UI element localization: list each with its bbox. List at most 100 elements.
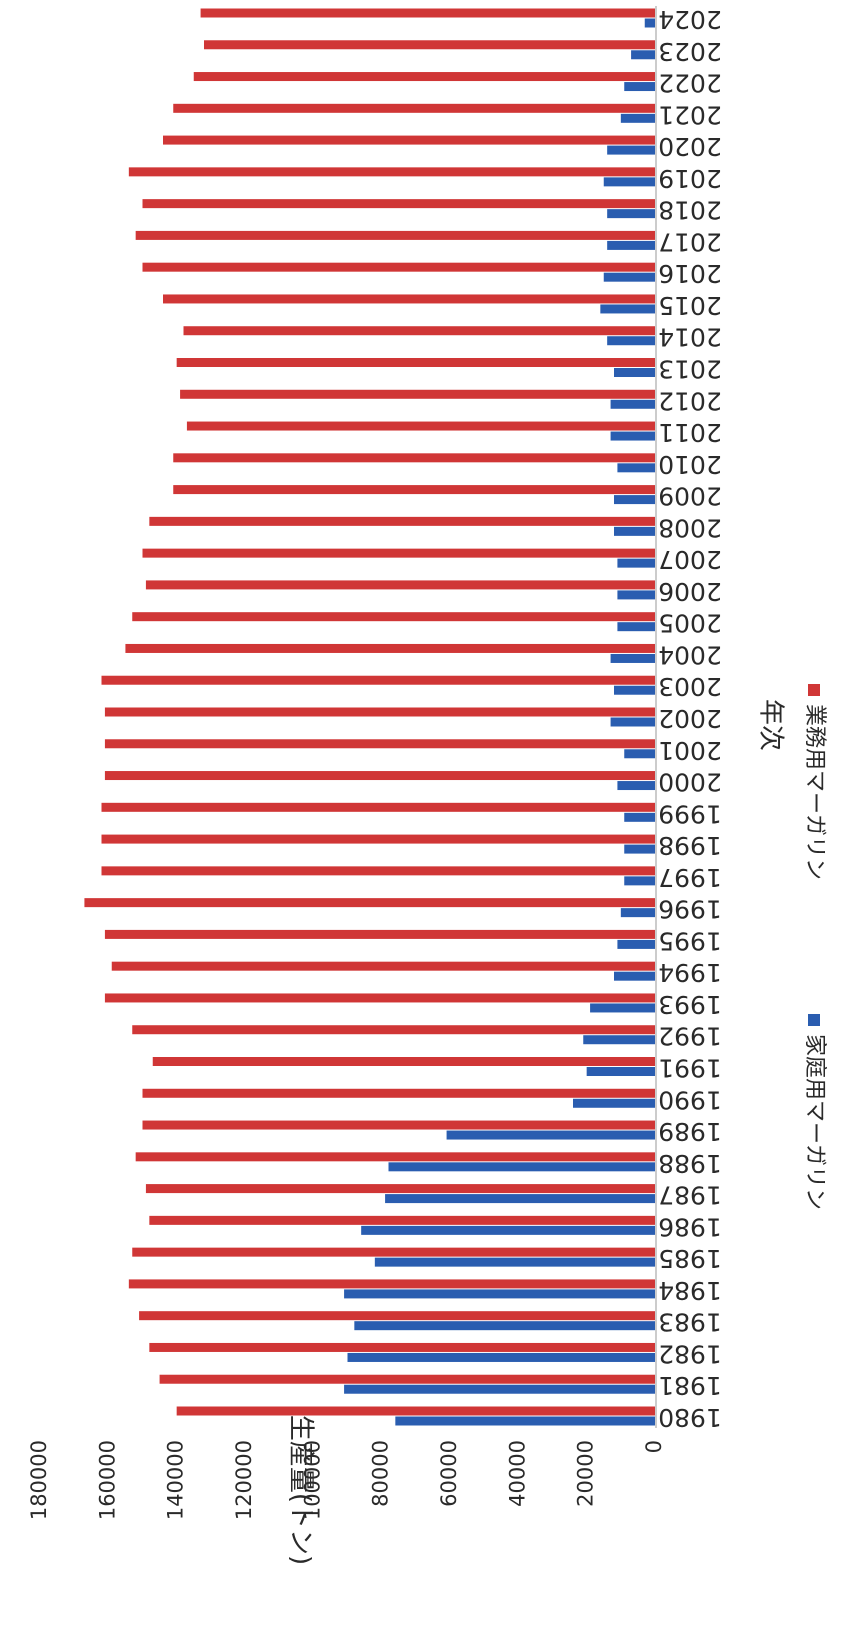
- category-label: 1988: [658, 1149, 722, 1178]
- category-label: 1987: [658, 1181, 722, 1210]
- category-label-group: 1986: [658, 1212, 722, 1241]
- category-label-group: 2009: [658, 482, 722, 511]
- value-tick-group: 20000: [574, 1440, 598, 1507]
- category-label-group: 2002: [658, 704, 722, 733]
- category-label: 2019: [658, 164, 722, 193]
- bar-gyomu-1988: [135, 1152, 655, 1162]
- category-label-group: 1988: [658, 1149, 722, 1178]
- category-label-group: 1980: [658, 1403, 722, 1432]
- category-label-group: 1981: [658, 1371, 722, 1400]
- category-label-group: 2022: [658, 69, 722, 98]
- x-tick-labels: 1980198119821983198419851986198719881989…: [658, 5, 722, 1432]
- category-label-group: 2023: [658, 37, 722, 66]
- bar-katei-2015: [600, 304, 655, 314]
- category-label: 2009: [658, 482, 722, 511]
- bar-gyomu-1985: [132, 1247, 655, 1257]
- category-label-group: 1999: [658, 799, 722, 828]
- category-label: 2008: [658, 513, 722, 542]
- category-label: 2018: [658, 196, 722, 225]
- category-label: 1998: [658, 831, 722, 860]
- category-label: 2023: [658, 37, 722, 66]
- y-tick-labels: 0 20000 40000 60000 80000 100000 120000 140000 1…: [27, 1440, 666, 1520]
- bar-gyomu-1997: [101, 866, 655, 876]
- value-tick-label: 80000: [369, 1440, 393, 1507]
- category-label: 2006: [658, 577, 722, 606]
- value-tick-label: 140000: [164, 1440, 188, 1520]
- category-label-group: 1989: [658, 1117, 722, 1146]
- legend-swatch-gyomu: [808, 684, 820, 696]
- bar-gyomu-2000: [104, 771, 655, 781]
- category-label-group: 1993: [658, 990, 722, 1019]
- bar-gyomu-1989: [142, 1120, 655, 1130]
- bar-katei-2006: [617, 590, 655, 600]
- bar-gyomu-1983: [139, 1311, 656, 1321]
- category-label-group: 2007: [658, 545, 722, 574]
- category-label-group: 2005: [658, 609, 722, 638]
- bar-katei-1990: [573, 1098, 655, 1108]
- bar-gyomu-2008: [149, 516, 656, 526]
- bar-katei-2021: [620, 113, 655, 123]
- value-tick-group: 100000: [300, 1440, 324, 1520]
- value-tick-label: 120000: [232, 1440, 256, 1520]
- value-tick-group: 80000: [369, 1440, 393, 1507]
- bar-katei-1997: [624, 876, 655, 886]
- category-label-group: 1987: [658, 1181, 722, 1210]
- bar-katei-1986: [361, 1225, 655, 1235]
- bar-gyomu-2007: [142, 548, 655, 558]
- category-label: 2003: [658, 672, 722, 701]
- legend-item-gyomu: 業務用マーガリン: [802, 684, 827, 880]
- category-label-group: 2015: [658, 291, 722, 320]
- category-label-group: 2013: [658, 355, 722, 384]
- category-label: 1981: [658, 1371, 722, 1400]
- x-axis-title-group: 年次: [756, 699, 786, 751]
- bar-katei-2000: [617, 781, 655, 791]
- category-label: 2002: [658, 704, 722, 733]
- value-tick-group: 180000: [27, 1440, 51, 1520]
- bar-katei-2017: [607, 240, 655, 250]
- value-tick-group: 140000: [164, 1440, 188, 1520]
- value-tick-label: 40000: [505, 1440, 529, 1507]
- category-label: 2013: [658, 355, 722, 384]
- category-label-group: 1998: [658, 831, 722, 860]
- category-label: 1982: [658, 1339, 722, 1368]
- bar-katei-1989: [446, 1130, 655, 1140]
- bar-katei-1981: [344, 1384, 655, 1394]
- bar-katei-2002: [610, 717, 655, 727]
- y-axis-title-group: 生産量(トン): [286, 1415, 316, 1565]
- bar-gyomu-2022: [193, 72, 655, 82]
- category-label: 1994: [658, 958, 722, 987]
- bar-katei-2001: [624, 749, 655, 759]
- legend-label-katei: 家庭用マーガリン: [802, 1034, 827, 1210]
- category-label: 2022: [658, 69, 722, 98]
- category-label-group: 2014: [658, 323, 722, 352]
- bar-katei-2018: [607, 209, 655, 219]
- category-label: 2015: [658, 291, 722, 320]
- bar-katei-2007: [617, 558, 655, 568]
- bar-gyomu-2020: [163, 135, 655, 145]
- legend-text-group: 業務用マーガリン: [802, 704, 827, 880]
- bar-katei-2005: [617, 622, 655, 632]
- bar-gyomu-2005: [132, 612, 655, 622]
- bar-katei-1999: [624, 812, 655, 822]
- value-tick-label: 20000: [574, 1440, 598, 1507]
- category-label-group: 2010: [658, 450, 722, 479]
- category-label: 1990: [658, 1085, 722, 1114]
- category-label: 2014: [658, 323, 722, 352]
- category-label-group: 2008: [658, 513, 722, 542]
- category-label-group: 2006: [658, 577, 722, 606]
- category-label: 1983: [658, 1308, 722, 1337]
- bar-gyomu-2010: [173, 453, 655, 463]
- category-label: 2021: [658, 100, 722, 129]
- category-label-group: 1992: [658, 1022, 722, 1051]
- category-label-group: 2020: [658, 132, 722, 161]
- category-label: 1996: [658, 895, 722, 924]
- bar-katei-1985: [374, 1257, 655, 1267]
- bar-katei-2008: [614, 526, 655, 536]
- bar-gyomu-2014: [183, 326, 655, 336]
- bar-gyomu-2013: [176, 358, 655, 367]
- bar-katei-1994: [614, 971, 655, 981]
- value-tick-label: 60000: [437, 1440, 461, 1507]
- category-label: 2005: [658, 609, 722, 638]
- category-label-group: 1990: [658, 1085, 722, 1114]
